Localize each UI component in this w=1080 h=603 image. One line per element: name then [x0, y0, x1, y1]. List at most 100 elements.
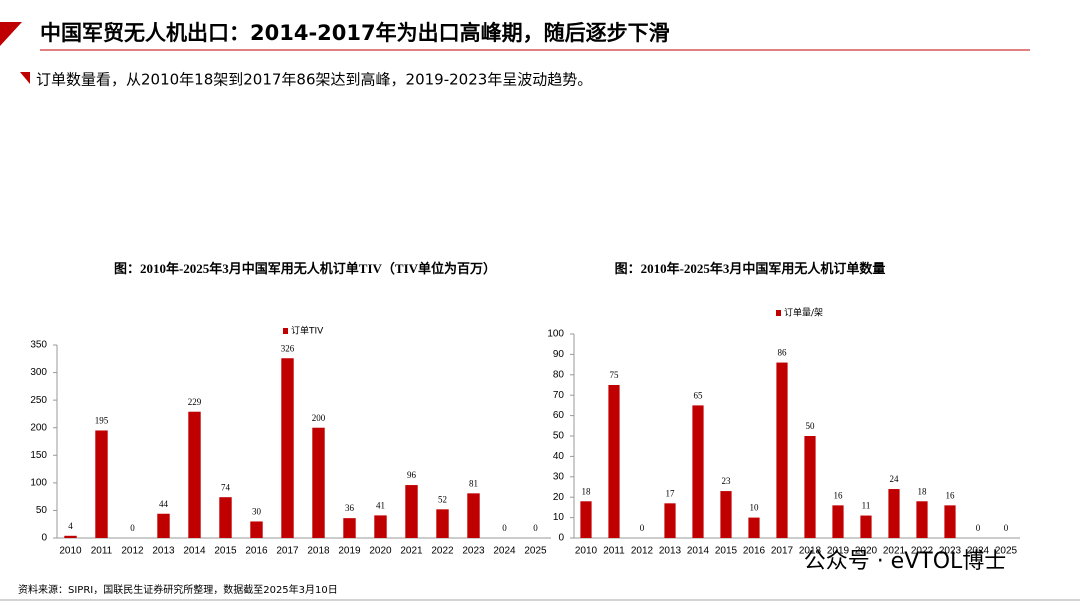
y-tick-label: 70 [553, 390, 565, 401]
subtitle: 订单数量看，从2010年18架到2017年86架达到高峰，2019-2023年呈… [36, 71, 592, 89]
x-tick-label: 2011 [603, 546, 625, 557]
bar [188, 411, 201, 538]
x-tick-label: 2022 [911, 546, 934, 557]
x-tick-label: 2023 [939, 546, 962, 557]
y-tick-label: 100 [30, 477, 47, 488]
bar [916, 501, 928, 538]
value-label: 16 [834, 490, 844, 500]
header-mark [0, 22, 22, 46]
value-label: 65 [694, 390, 704, 400]
x-tick-label: 2022 [431, 546, 454, 557]
value-label: 0 [976, 523, 981, 533]
x-tick-label: 2018 [307, 546, 330, 557]
bullet [20, 72, 30, 84]
x-tick-label: 2013 [152, 546, 175, 557]
watermark: 公众号 · eVTOL博士 [804, 549, 1007, 574]
value-label: 23 [722, 476, 732, 486]
value-label: 0 [640, 523, 645, 533]
y-tick-label: 300 [30, 367, 47, 378]
x-tick-label: 2020 [855, 546, 878, 557]
value-label: 195 [95, 416, 109, 426]
y-tick-label: 30 [553, 471, 565, 482]
bar [405, 485, 418, 538]
value-label: 326 [281, 343, 295, 353]
value-label: 41 [376, 500, 385, 510]
legend-swatch [283, 328, 288, 334]
y-tick-label: 80 [553, 369, 565, 380]
bar [580, 501, 592, 538]
y-tick-label: 50 [36, 505, 48, 516]
bar [608, 385, 620, 538]
y-tick-label: 10 [553, 512, 565, 523]
value-label: 36 [345, 503, 355, 513]
bar [312, 427, 325, 538]
value-label: 0 [1004, 523, 1009, 533]
bar [374, 515, 387, 538]
legend-label: 订单TIV [291, 325, 324, 337]
x-tick-label: 2021 [883, 546, 906, 557]
source: 资料来源：SIPRI，国联民生证券研究所整理，数据截至2025年3月10日 [18, 583, 338, 596]
bar [157, 513, 170, 538]
y-tick-label: 350 [30, 340, 47, 351]
y-tick-label: 200 [30, 422, 47, 433]
x-tick-label: 2024 [967, 546, 990, 557]
y-tick-label: 20 [553, 492, 565, 503]
legend-label: 订单量/架 [784, 307, 823, 319]
value-label: 0 [130, 523, 135, 533]
value-label: 50 [806, 421, 816, 431]
x-tick-label: 2013 [659, 546, 682, 557]
x-tick-label: 2018 [799, 546, 822, 557]
x-tick-label: 2019 [827, 546, 850, 557]
bar [64, 535, 77, 538]
y-tick-label: 60 [553, 410, 565, 421]
value-label: 86 [778, 348, 788, 358]
bar [860, 515, 872, 538]
x-tick-label: 2015 [715, 546, 738, 557]
y-tick-label: 40 [553, 451, 565, 462]
x-tick-label: 2010 [59, 546, 82, 557]
value-label: 200 [312, 413, 326, 423]
x-tick-label: 2023 [462, 546, 485, 557]
y-tick-label: 50 [553, 431, 565, 442]
chart-title: 图：2010年-2025年3月中国军用无人机订单数量 [615, 261, 886, 276]
x-tick-label: 2014 [687, 546, 710, 557]
slide-title: 中国军贸无人机出口：2014-2017年为出口高峰期，随后逐步下滑 [40, 21, 670, 45]
chart-title: 图：2010年-2025年3月中国军用无人机订单TIV（TIV单位为百万） [114, 261, 496, 276]
x-tick-label: 2017 [771, 546, 794, 557]
value-label: 24 [890, 474, 900, 484]
value-label: 30 [252, 507, 262, 517]
x-tick-label: 2020 [369, 546, 392, 557]
x-tick-label: 2021 [400, 546, 423, 557]
value-label: 81 [469, 478, 478, 488]
bar [467, 493, 480, 538]
x-tick-label: 2015 [214, 546, 237, 557]
value-label: 17 [666, 488, 676, 498]
bar [748, 517, 760, 538]
x-tick-label: 2010 [575, 546, 598, 557]
legend-swatch [776, 310, 781, 316]
x-tick-label: 2024 [493, 546, 516, 557]
value-label: 44 [159, 499, 169, 509]
value-label: 16 [946, 490, 956, 500]
value-label: 0 [502, 523, 507, 533]
bar [888, 489, 900, 538]
x-tick-label: 2016 [245, 546, 268, 557]
x-tick-label: 2012 [121, 546, 144, 557]
bar [776, 362, 788, 538]
x-tick-label: 2025 [524, 546, 547, 557]
bar [804, 436, 816, 538]
bar [692, 405, 704, 538]
x-tick-label: 2011 [91, 546, 113, 557]
y-tick-label: 150 [30, 450, 47, 461]
value-label: 96 [407, 470, 417, 480]
bar [95, 430, 108, 538]
value-label: 18 [918, 486, 928, 496]
x-tick-label: 2025 [995, 546, 1018, 557]
x-tick-label: 2014 [183, 546, 206, 557]
y-tick-label: 0 [41, 533, 47, 544]
y-tick-label: 250 [30, 395, 47, 406]
bar [832, 505, 844, 538]
bar [720, 491, 732, 538]
value-label: 75 [610, 370, 620, 380]
